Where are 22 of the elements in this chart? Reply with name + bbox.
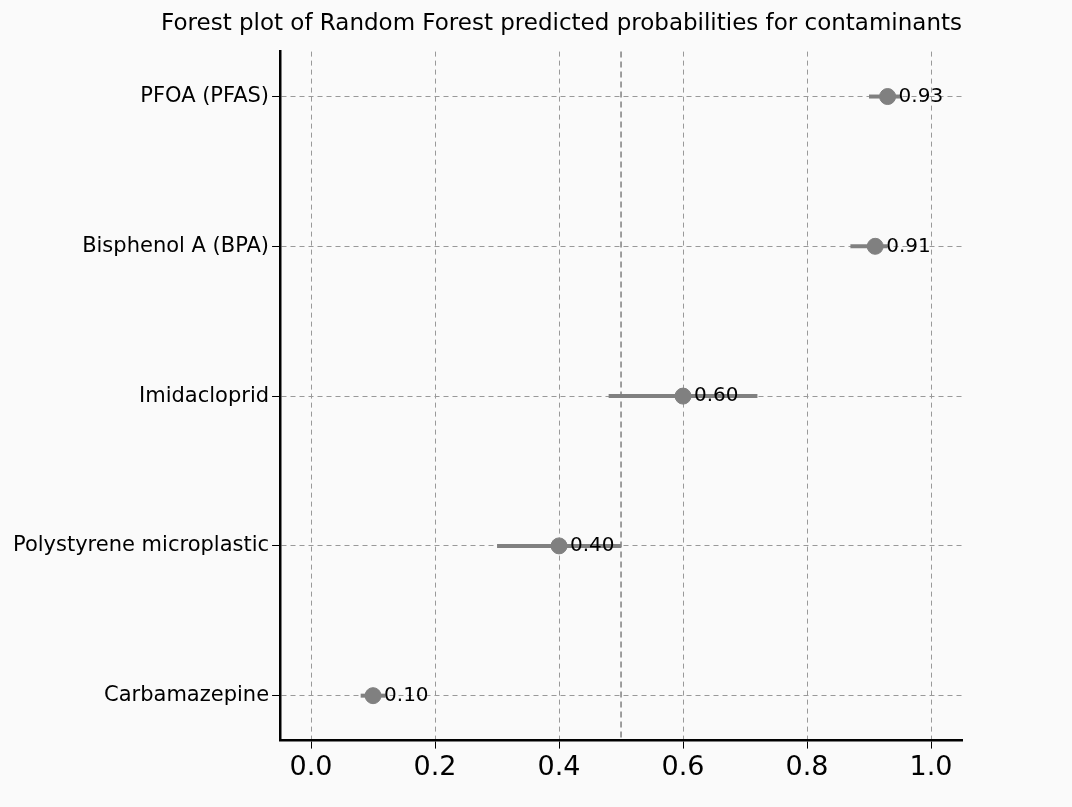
data-label: 0.60: [694, 382, 739, 407]
point: [866, 237, 884, 255]
data-label: 0.10: [384, 681, 429, 706]
x-tick-label: 0.0: [289, 749, 333, 781]
chart-title: Forest plot of Random Forest predicted probabilities for contaminants: [161, 8, 962, 35]
y-tick-label: Imidacloprid: [139, 382, 270, 407]
data-label: 0.40: [570, 532, 615, 557]
data-label: 0.91: [886, 232, 931, 257]
y-tick-label: PFOA (PFAS): [140, 82, 270, 107]
point: [550, 537, 568, 555]
point: [364, 687, 382, 705]
y-tick-label: Carbamazepine: [104, 682, 270, 707]
x-tick-label: 1.0: [909, 749, 953, 781]
y-tick-label: Bisphenol A (BPA): [82, 232, 270, 257]
point: [674, 387, 692, 405]
data-label: 0.93: [898, 82, 944, 107]
x-tick-label: 0.8: [785, 749, 829, 781]
point: [879, 88, 897, 106]
x-tick-label: 0.2: [413, 749, 457, 781]
x-tick-label: 0.4: [537, 749, 581, 781]
x-tick-label: 0.6: [661, 749, 705, 781]
y-tick-label: Polystyrene microplastic: [12, 532, 270, 557]
